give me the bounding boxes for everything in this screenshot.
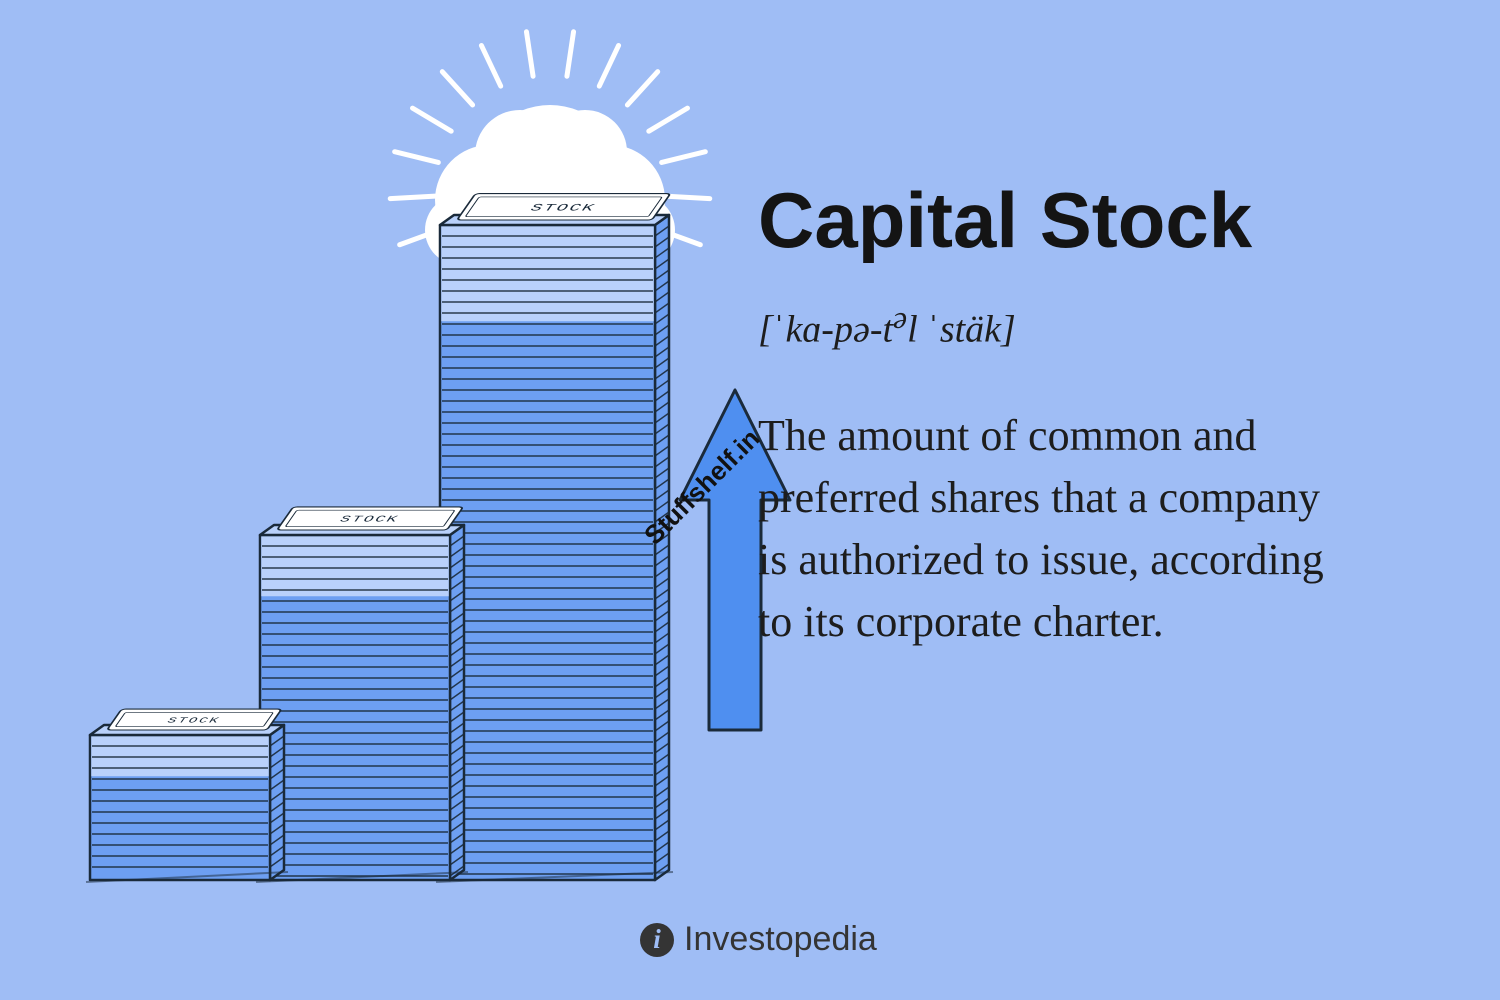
term-title: Capital Stock <box>758 175 1252 266</box>
stock-stacks-illustration: STOCK STOCK STOCK <box>30 60 730 960</box>
svg-text:STOCK: STOCK <box>337 515 402 525</box>
infographic-canvas: STOCK STOCK STOCK Capital Stock [ˈkɑ-pə-tə… <box>0 0 1500 1000</box>
brand-footer: i Investopedia <box>640 920 877 959</box>
svg-text:STOCK: STOCK <box>527 202 599 214</box>
pron-part-1: [ˈkɑ-pə-t <box>758 309 893 351</box>
pron-super: ə <box>893 300 907 335</box>
pronunciation: [ˈkɑ-pə-təl ˈstäk] <box>758 300 1016 352</box>
brand-name: Investopedia <box>684 920 877 959</box>
pron-part-2: l ˈstäk] <box>907 309 1016 351</box>
definition-text: The amount of common and preferred share… <box>758 405 1358 653</box>
brand-mark-icon: i <box>640 923 674 957</box>
svg-text:STOCK: STOCK <box>165 716 223 725</box>
